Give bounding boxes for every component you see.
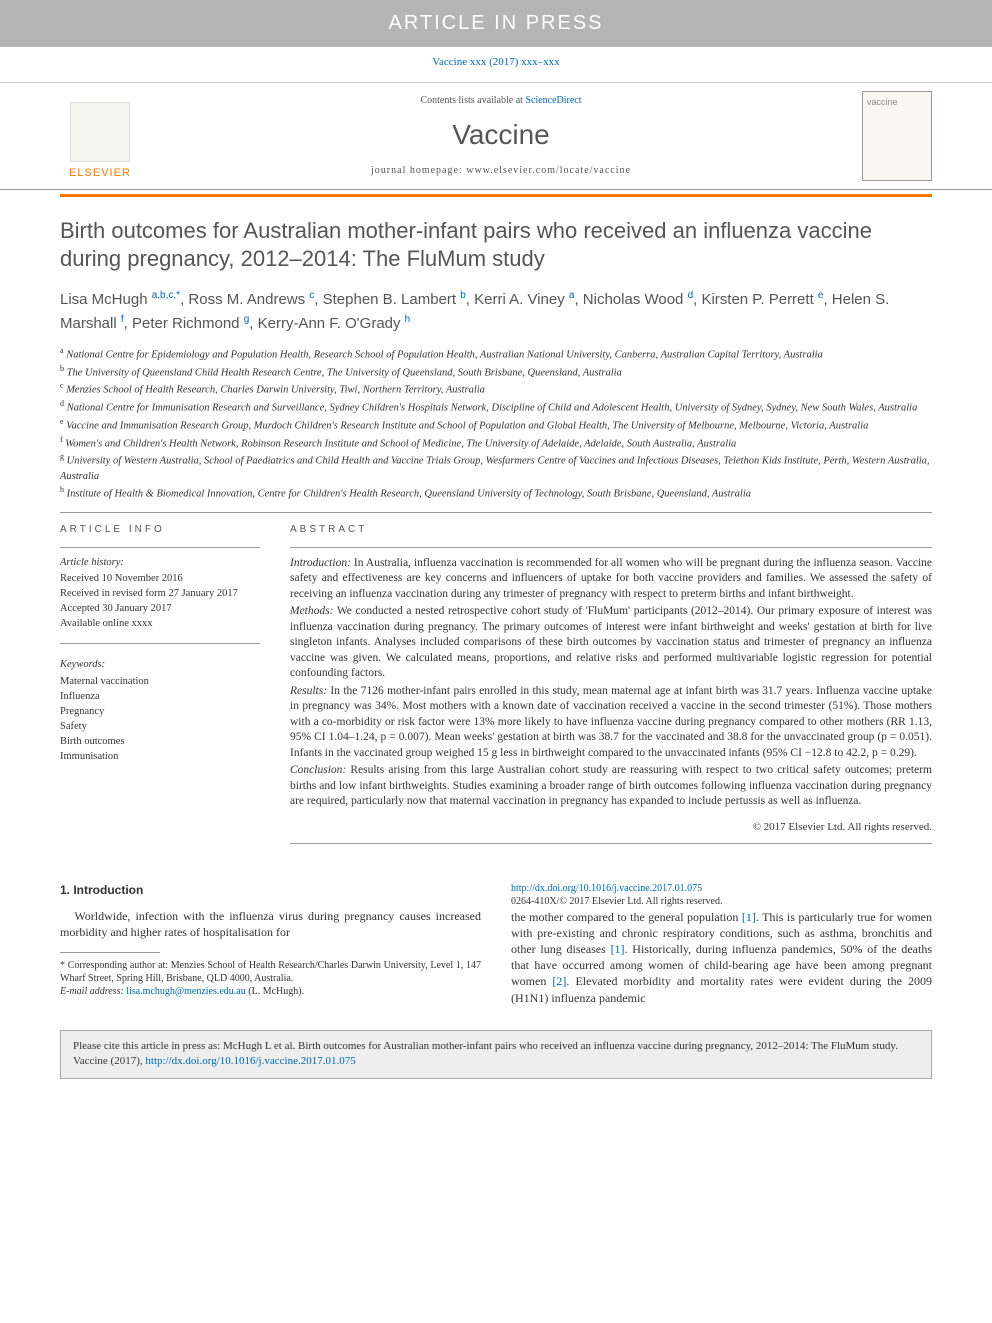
- keyword-item: Immunisation: [60, 750, 260, 764]
- doi-block: http://dx.doi.org/10.1016/j.vaccine.2017…: [511, 882, 932, 909]
- history-item: Received in revised form 27 January 2017: [60, 587, 260, 601]
- orange-divider: [60, 194, 932, 197]
- author-list: Lisa McHugh a,b,c,*, Ross M. Andrews c, …: [60, 288, 932, 335]
- cite-doi-link[interactable]: http://dx.doi.org/10.1016/j.vaccine.2017…: [145, 1055, 355, 1067]
- ref-link[interactable]: [2]: [552, 974, 566, 988]
- header-center: Contents lists available at ScienceDirec…: [160, 94, 842, 177]
- affiliation-item: c Menzies School of Health Research, Cha…: [60, 380, 932, 398]
- email-footnote: E-mail address: lisa.mchugh@menzies.edu.…: [60, 985, 481, 998]
- abstract-paragraph: Results: In the 7126 mother-infant pairs…: [290, 684, 932, 762]
- issn-copyright-line: 0264-410X/© 2017 Elsevier Ltd. All right…: [511, 895, 932, 909]
- journal-name: Vaccine: [160, 116, 842, 154]
- info-abstract-row: ARTICLE INFO Article history: Received 1…: [60, 523, 932, 852]
- keyword-item: Birth outcomes: [60, 735, 260, 749]
- abstract-copyright: © 2017 Elsevier Ltd. All rights reserved…: [290, 820, 932, 835]
- doi-link[interactable]: http://dx.doi.org/10.1016/j.vaccine.2017…: [511, 883, 702, 894]
- contents-available-line: Contents lists available at ScienceDirec…: [160, 94, 842, 108]
- affiliation-item: b The University of Queensland Child Hea…: [60, 363, 932, 381]
- affiliation-item: g University of Western Australia, Schoo…: [60, 451, 932, 484]
- intro-para-1: Worldwide, infection with the influenza …: [60, 908, 481, 940]
- affiliation-item: a National Centre for Epidemiology and P…: [60, 345, 932, 363]
- article-info-label: ARTICLE INFO: [60, 523, 260, 537]
- divider: [60, 512, 932, 513]
- history-item: Received 10 November 2016: [60, 572, 260, 586]
- contents-prefix: Contents lists available at: [420, 95, 525, 106]
- keywords-label: Keywords:: [60, 658, 260, 672]
- email-suffix: (L. McHugh).: [246, 986, 304, 997]
- article-info-column: ARTICLE INFO Article history: Received 1…: [60, 523, 260, 852]
- corresponding-author-footnote: * Corresponding author at: Menzies Schoo…: [60, 959, 481, 985]
- column-right: the mother compared to the general popul…: [511, 909, 932, 1006]
- elsevier-label: ELSEVIER: [69, 166, 131, 181]
- footnote-separator: [60, 952, 160, 953]
- abstract-column: ABSTRACT Introduction: In Australia, inf…: [290, 523, 932, 852]
- divider: [290, 843, 932, 844]
- article-body: 1. Introduction Worldwide, infection wit…: [60, 882, 932, 1010]
- journal-header: ELSEVIER Contents lists available at Sci…: [0, 82, 992, 190]
- intro-para-2: the mother compared to the general popul…: [511, 909, 932, 1006]
- affiliation-item: e Vaccine and Immunisation Research Grou…: [60, 416, 932, 434]
- keyword-item: Pregnancy: [60, 705, 260, 719]
- article-in-press-banner: ARTICLE IN PRESS: [0, 0, 992, 47]
- elsevier-tree-icon: [70, 102, 130, 162]
- email-label: E-mail address:: [60, 986, 126, 997]
- keyword-item: Influenza: [60, 690, 260, 704]
- affiliations-block: a National Centre for Epidemiology and P…: [60, 345, 932, 502]
- affiliation-item: d National Centre for Immunisation Resea…: [60, 398, 932, 416]
- divider: [60, 643, 260, 644]
- intro-heading: 1. Introduction: [60, 882, 481, 898]
- divider: [290, 547, 932, 548]
- abstract-label: ABSTRACT: [290, 523, 932, 537]
- cite-this-article-box: Please cite this article in press as: Mc…: [60, 1030, 932, 1079]
- history-item: Available online xxxx: [60, 617, 260, 631]
- history-item: Accepted 30 January 2017: [60, 602, 260, 616]
- keyword-item: Safety: [60, 720, 260, 734]
- journal-cover-thumbnail: vaccine: [862, 91, 932, 181]
- sciencedirect-link[interactable]: ScienceDirect: [525, 95, 581, 106]
- email-link[interactable]: lisa.mchugh@menzies.edu.au: [126, 986, 245, 997]
- article-history-label: Article history:: [60, 556, 260, 570]
- elsevier-logo: ELSEVIER: [60, 91, 140, 181]
- abstract-paragraph: Methods: We conducted a nested retrospec…: [290, 604, 932, 682]
- journal-homepage-line: journal homepage: www.elsevier.com/locat…: [160, 164, 842, 178]
- homepage-prefix: journal homepage:: [371, 165, 466, 176]
- top-citation: Vaccine xxx (2017) xxx–xxx: [0, 55, 992, 70]
- divider: [60, 547, 260, 548]
- ref-link[interactable]: [1]: [611, 942, 625, 956]
- ref-link[interactable]: [1]: [742, 910, 756, 924]
- keyword-item: Maternal vaccination: [60, 675, 260, 689]
- affiliation-item: h Institute of Health & Biomedical Innov…: [60, 484, 932, 502]
- homepage-url[interactable]: www.elsevier.com/locate/vaccine: [466, 165, 631, 176]
- article-title: Birth outcomes for Australian mother-inf…: [60, 217, 932, 274]
- abstract-paragraph: Introduction: In Australia, influenza va…: [290, 556, 932, 603]
- abstract-paragraph: Conclusion: Results arising from this la…: [290, 763, 932, 810]
- affiliation-item: f Women's and Children's Health Network,…: [60, 434, 932, 452]
